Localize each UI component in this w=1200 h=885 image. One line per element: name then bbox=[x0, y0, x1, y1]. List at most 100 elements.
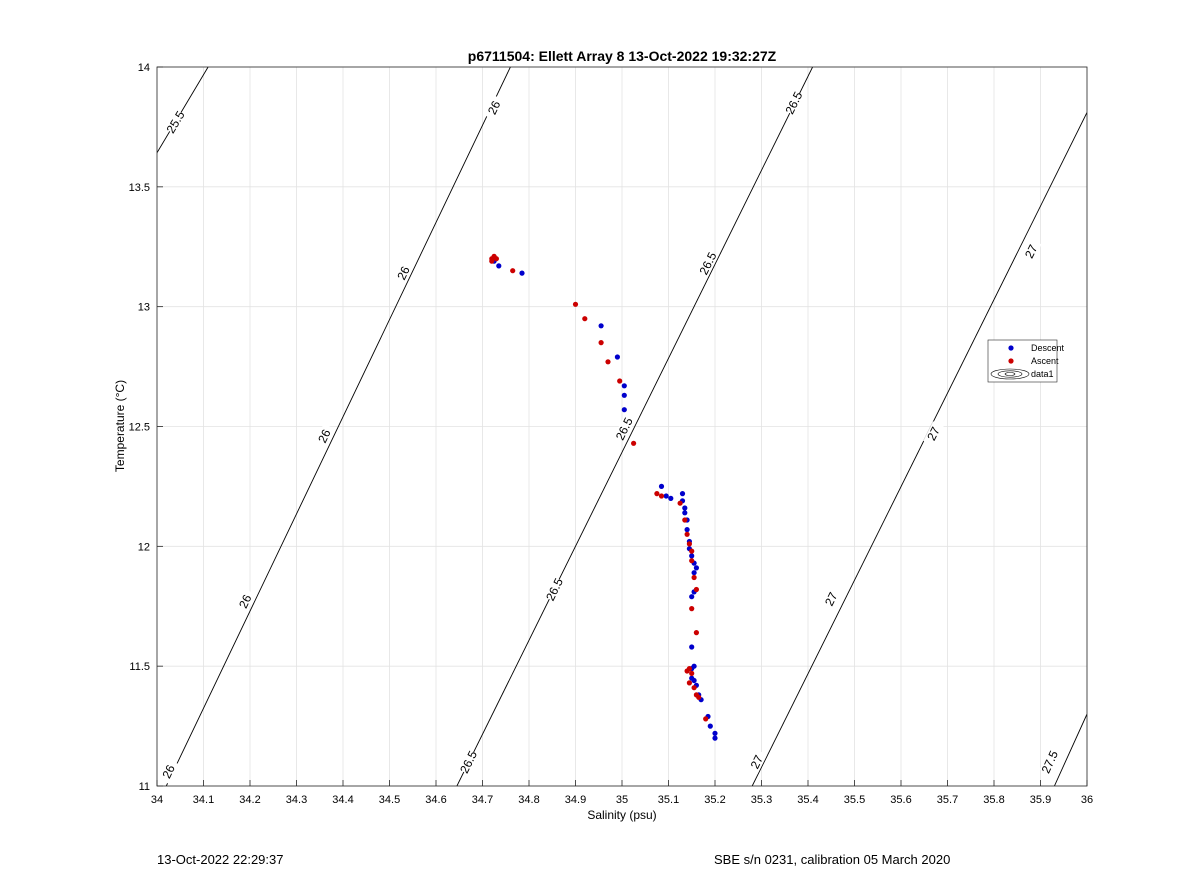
contour-label-bg bbox=[314, 423, 335, 449]
data-point-descent bbox=[712, 735, 718, 741]
x-tick-label: 35.8 bbox=[983, 794, 1004, 806]
data-point-ascent bbox=[493, 256, 499, 262]
data-point-descent bbox=[621, 407, 627, 413]
x-tick-label: 34.3 bbox=[286, 794, 307, 806]
contour-label: 26 bbox=[394, 264, 413, 282]
data-point-ascent bbox=[691, 574, 697, 581]
x-tick-label: 36 bbox=[1081, 794, 1093, 806]
density-contour-line bbox=[751, 112, 1087, 786]
y-axis-label: Temperature (°C) bbox=[113, 380, 127, 472]
footer-timestamp: 13-Oct-2022 22:29:37 bbox=[157, 852, 284, 867]
data-point-ascent bbox=[658, 493, 665, 499]
data-point-descent bbox=[691, 570, 697, 576]
density-contour-line bbox=[165, 67, 511, 786]
x-tick-label: 34.8 bbox=[518, 794, 539, 806]
contour-label-bg bbox=[783, 90, 805, 116]
x-tick-label: 34.6 bbox=[425, 794, 446, 806]
x-tick-label: 34.9 bbox=[565, 794, 586, 806]
legend-label-descent: Descent bbox=[1031, 343, 1065, 353]
data-point-descent bbox=[693, 565, 700, 571]
density-contour-line bbox=[1053, 713, 1087, 786]
x-tick-label: 35.7 bbox=[937, 794, 958, 806]
x-tick-label: 34.5 bbox=[379, 794, 400, 806]
axis-ticks: 34 34.1 34.2 34.3 34.4 34.5 34.6 34.7 34.8 34.9 35… bbox=[129, 62, 1094, 806]
legend-marker-descent bbox=[1008, 345, 1014, 351]
data-point-descent bbox=[691, 677, 697, 684]
data-point-descent bbox=[668, 495, 674, 501]
x-tick-label: 34.1 bbox=[193, 794, 214, 806]
data-point-ascent bbox=[689, 670, 695, 677]
data-point-descent bbox=[712, 730, 718, 736]
x-tick-label: 35.2 bbox=[704, 794, 725, 806]
contour-label: 26 bbox=[315, 427, 334, 445]
y-tick-label: 13 bbox=[138, 302, 150, 314]
data-point-ascent bbox=[693, 586, 700, 593]
data-point-descent bbox=[689, 644, 695, 650]
data-point-descent bbox=[496, 263, 502, 269]
contour-label: 27 bbox=[822, 590, 841, 608]
contour-label-bg bbox=[614, 416, 635, 442]
contour-label-bg bbox=[158, 759, 179, 785]
x-tick-label: 35.6 bbox=[890, 794, 911, 806]
y-tick-label: 13.5 bbox=[129, 182, 150, 194]
data-point-descent bbox=[682, 510, 688, 516]
x-tick-label: 35.3 bbox=[751, 794, 772, 806]
contour-label: 26 bbox=[159, 762, 178, 780]
x-tick-label: 35.9 bbox=[1030, 794, 1051, 806]
data-point-descent bbox=[689, 594, 695, 600]
x-tick-label: 35.5 bbox=[844, 794, 865, 806]
contour-label-bg bbox=[746, 749, 768, 775]
data-point-ascent bbox=[489, 258, 495, 264]
data-point-ascent bbox=[617, 378, 623, 384]
data-point-ascent bbox=[677, 500, 683, 506]
contour-label-bg bbox=[458, 749, 479, 775]
data-point-descent bbox=[663, 493, 669, 499]
data-point-ascent bbox=[689, 606, 695, 612]
data-point-ascent bbox=[598, 340, 604, 346]
legend: Descent Ascent data1 bbox=[987, 339, 1065, 383]
data-point-ascent bbox=[689, 548, 695, 554]
data-point-ascent bbox=[682, 517, 688, 523]
data-point-descent bbox=[689, 553, 695, 559]
data-point-descent bbox=[684, 527, 690, 533]
chart-title: p6711504: Ellett Array 8 13-Oct-2022 19:… bbox=[468, 48, 777, 64]
y-tick-label: 11 bbox=[139, 781, 150, 793]
data-point-ascent bbox=[510, 268, 516, 274]
x-tick-label: 34 bbox=[151, 794, 163, 806]
y-tick-label: 11.5 bbox=[129, 661, 150, 673]
data-point-ascent bbox=[572, 301, 579, 307]
data-point-descent bbox=[598, 323, 604, 329]
contour-label-bg bbox=[1020, 238, 1042, 265]
data-point-ascent bbox=[631, 440, 637, 446]
data-point-descent bbox=[621, 383, 627, 389]
data-point-descent bbox=[682, 505, 688, 511]
x-tick-label: 34.7 bbox=[472, 794, 493, 806]
density-contour-line bbox=[456, 67, 814, 786]
data-point-descent bbox=[614, 354, 621, 360]
data-point-descent bbox=[519, 270, 525, 276]
data-point-ascent bbox=[582, 316, 588, 322]
legend-contour-icon bbox=[990, 368, 1030, 380]
contour-label-bg bbox=[697, 250, 719, 277]
y-tick-label: 12 bbox=[138, 541, 150, 553]
y-tick-label: 12.5 bbox=[129, 422, 150, 434]
data-point-ascent bbox=[686, 666, 693, 672]
contour-label-bg bbox=[544, 576, 565, 603]
data-point-ascent bbox=[689, 558, 695, 564]
contour-label-bg bbox=[820, 586, 842, 612]
data-point-ascent bbox=[693, 630, 700, 636]
y-tick-label: 14 bbox=[138, 62, 150, 74]
data-point-ascent bbox=[684, 531, 690, 537]
contour-label-bg bbox=[923, 421, 944, 447]
x-tick-label: 35.1 bbox=[658, 794, 679, 806]
x-tick-label: 35 bbox=[616, 794, 628, 806]
x-tick-label: 35.4 bbox=[797, 794, 818, 806]
data-point-ascent bbox=[696, 694, 702, 700]
legend-box bbox=[987, 339, 1058, 383]
data-point-descent bbox=[707, 723, 713, 729]
density-contours bbox=[157, 67, 1087, 786]
contour-label: 26 bbox=[485, 98, 504, 116]
data-point-ascent bbox=[686, 541, 693, 547]
contour-label-bg bbox=[235, 588, 256, 614]
